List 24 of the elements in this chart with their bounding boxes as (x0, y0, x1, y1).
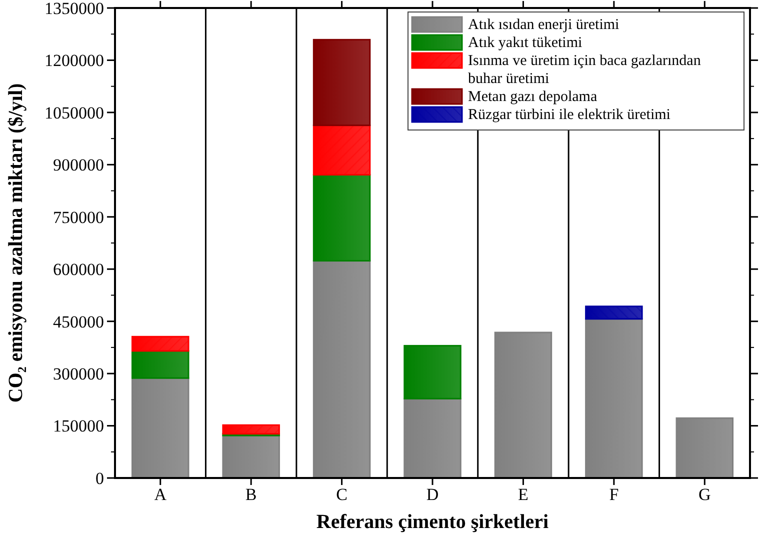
legend-label: Atık yakıt tüketimi (468, 35, 582, 51)
y-tick-label: 1350000 (44, 0, 104, 18)
legend-label: Atık ısıdan enerji üretimi (468, 17, 620, 33)
x-tick-label: F (609, 485, 619, 504)
legend-label: Isınma ve üretim için baca gazlarından buhar üretimi (468, 53, 702, 87)
y-tick-label: 300000 (53, 364, 104, 384)
y-tick-label: 0 (96, 468, 104, 488)
y-tick-label: 450000 (53, 312, 104, 332)
x-axis-title: Referans çimento şirketleri (316, 511, 550, 533)
y-tick-label: 1200000 (44, 51, 104, 70)
y-tick-label: 600000 (53, 260, 104, 280)
y-tick-label: 900000 (53, 156, 104, 175)
x-tick-label: C (336, 485, 348, 504)
y-axis-title: CO₂ emisyonu azaltma miktarı ($/yıl) (5, 83, 27, 403)
y-tick-label: 1050000 (44, 103, 104, 122)
legend-label: Metan gazı depolama (468, 89, 598, 105)
y-tick-label: 750000 (53, 208, 104, 227)
y-tick-label: 150000 (53, 416, 104, 436)
x-tick-label: E (518, 485, 528, 504)
x-tick-label: G (698, 485, 711, 504)
x-tick-label: D (426, 485, 439, 504)
legend-label: Rüzgar türbini ile elektrik üretimi (468, 107, 670, 123)
x-tick-label: A (154, 485, 168, 504)
x-tick-label: B (245, 485, 257, 504)
